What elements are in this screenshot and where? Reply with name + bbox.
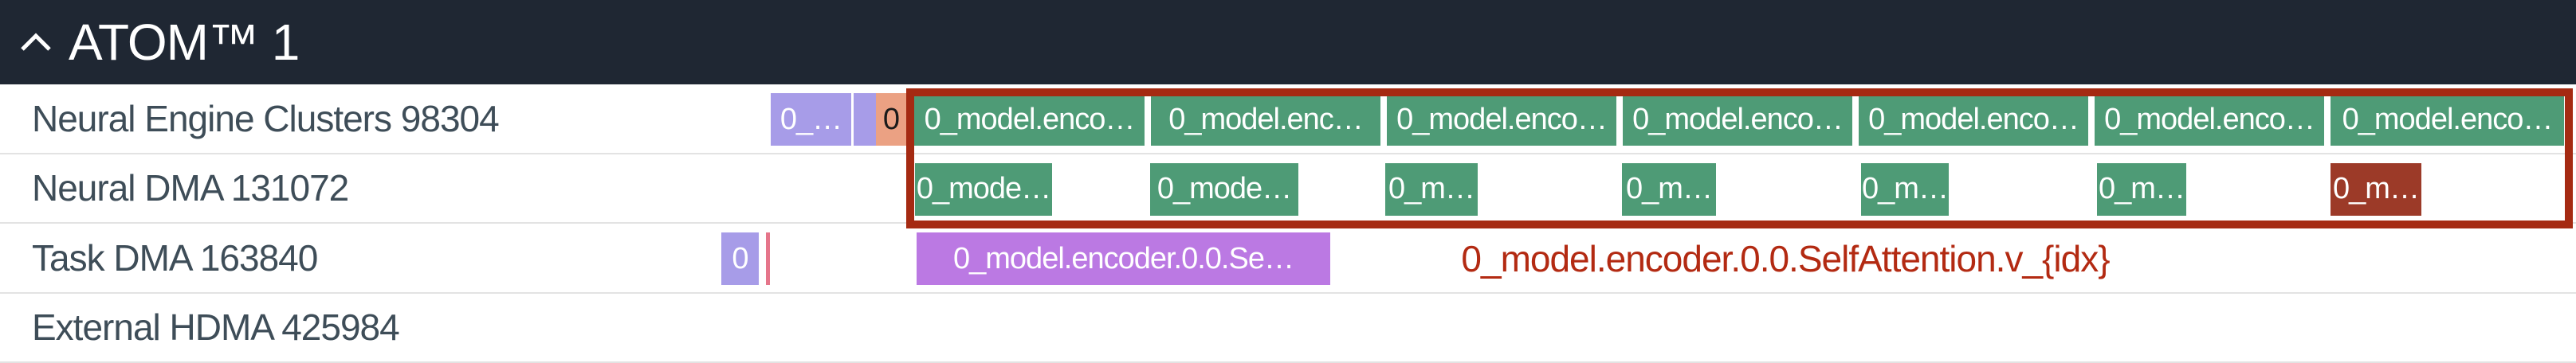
trace-slice[interactable]: 0_mode… xyxy=(1150,162,1298,216)
track-group-header[interactable]: ATOM™ 1 xyxy=(0,0,2576,84)
trace-slice[interactable]: 0_m… xyxy=(2097,162,2186,216)
trace-slice[interactable]: 0_m… xyxy=(1861,162,1949,216)
trace-slice[interactable]: 0_m… xyxy=(1622,162,1716,216)
trace-slice[interactable]: 0_model.enc… xyxy=(1151,93,1380,146)
trace-slice[interactable]: 0_model.encoder.0.0.Se… xyxy=(917,232,1330,285)
trace-slice[interactable]: 0_model.enco… xyxy=(1387,93,1616,146)
track-label: Neural DMA 131072 xyxy=(32,167,349,209)
trace-slice[interactable]: 0_model.enco… xyxy=(2331,93,2564,146)
trace-slice[interactable]: 0_model.enco… xyxy=(1859,93,2088,146)
track-label: Task DMA 163840 xyxy=(32,236,318,279)
trace-slice[interactable]: 0_model.enco… xyxy=(2095,93,2324,146)
track-row[interactable]: External HDMA 425984 xyxy=(0,293,2576,363)
trace-slice[interactable]: 0_… xyxy=(771,93,851,146)
trace-slice[interactable]: 0 xyxy=(876,93,906,146)
collapse-chevron-icon[interactable] xyxy=(18,30,54,54)
track-label: External HDMA 425984 xyxy=(32,306,400,349)
selection-annotation-text: 0_model.encoder.0.0.SelfAttention.v_{idx… xyxy=(1461,238,2110,279)
trace-slice[interactable]: 0 xyxy=(721,232,759,285)
trace-slice[interactable]: 0_model.enco… xyxy=(1623,93,1852,146)
trace-slice[interactable]: 0_m… xyxy=(2331,162,2421,216)
trace-slice[interactable]: 0_mode… xyxy=(915,162,1052,216)
trace-slice[interactable] xyxy=(854,93,876,146)
instant-event-tick[interactable] xyxy=(766,232,770,285)
track-label: Neural Engine Clusters 98304 xyxy=(32,97,500,139)
trace-slice[interactable]: 0_model.enco… xyxy=(914,93,1145,146)
trace-slice[interactable]: 0_m… xyxy=(1385,162,1478,216)
group-title: ATOM™ 1 xyxy=(69,14,300,71)
